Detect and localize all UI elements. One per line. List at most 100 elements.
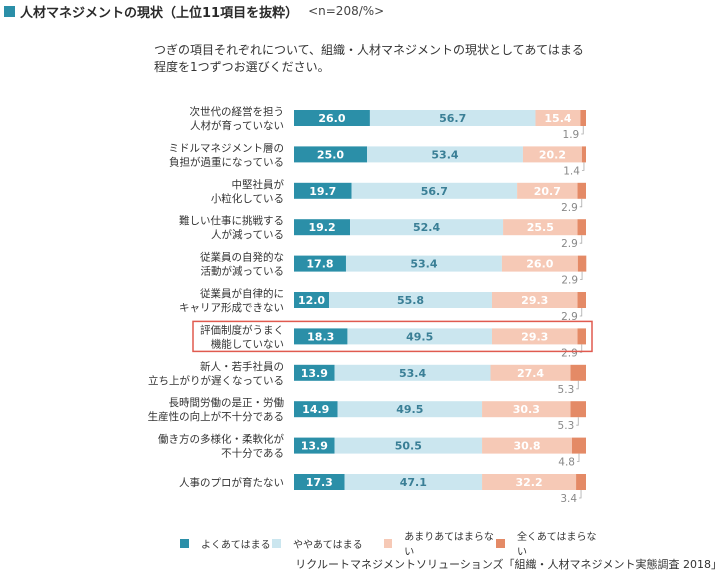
bar-segment-2 [351, 182, 518, 199]
leader-line [579, 344, 583, 353]
category-label: 従業員の自発的な活動が減っている [200, 251, 284, 278]
bar-segment-2 [347, 328, 492, 345]
bar-segment-4 [577, 255, 587, 272]
bar-segment-3 [522, 146, 582, 163]
leader-line [579, 198, 583, 208]
data-label: 53.4 [410, 258, 437, 271]
category-label: 中堅社員が小粒化している [211, 178, 285, 205]
question-text: つぎの項目それぞれについて、組織・人材マネジメントの現状としてあてはまる 程度を… [154, 42, 584, 76]
data-label: 14.9 [302, 403, 329, 416]
category-label: 働き方の多様化・柔軟化が不十分である [158, 433, 284, 460]
category-label-line: ミドルマネジメント層の [169, 142, 285, 154]
category-label-line: 立ち上がりが遅くなっている [148, 374, 284, 387]
category-label: ミドルマネジメント層の負担が過重になっている [169, 142, 285, 168]
legend-item: よくあてはまる [180, 528, 272, 558]
data-label-small: 1.9 [563, 129, 580, 141]
data-label-small: 2.9 [561, 311, 578, 323]
bar-segment-4 [577, 182, 586, 199]
bar-segment-1 [294, 182, 352, 199]
data-label: 12.0 [298, 294, 325, 307]
stacked-bar-chart: 次世代の経営を担う人材が育っていない 26.0 56.7 15.4 1.9 ミドルマネジメ… [148, 105, 593, 505]
data-label: 19.7 [309, 185, 336, 198]
category-label-line: 人材が育っていない [190, 119, 284, 132]
question-line-2: 程度を1つずつお選びください。 [154, 60, 330, 74]
data-label: 30.8 [513, 440, 540, 453]
category-label-line: 新人・若手社員の [200, 360, 284, 373]
data-label: 13.9 [301, 367, 328, 380]
leader-line [576, 380, 579, 390]
legend-label: あまりあてはまらない [404, 532, 494, 558]
bar-segment-3 [491, 292, 578, 308]
legend-label: よくあてはまる [201, 539, 271, 551]
bar-segment-1 [294, 437, 335, 454]
bar-segment-1 [294, 255, 346, 272]
bar-segment-1 [294, 292, 330, 308]
data-label: 29.3 [521, 330, 548, 343]
leader-line [576, 453, 580, 462]
legend-item: 全くあてはまらない [496, 528, 606, 558]
legend-item: ややあてはまる [272, 528, 384, 558]
data-label: 56.7 [439, 112, 466, 125]
data-label: 29.3 [521, 294, 548, 307]
legend-swatch [384, 538, 393, 548]
title-bar: 人材マネジメントの現状（上位11項目を抜粋） <n=208/%> [4, 2, 385, 21]
legend-item: あまりあてはまらない [384, 528, 496, 558]
bar-segment-4 [577, 219, 586, 236]
data-label-small: 2.9 [561, 347, 578, 359]
bar-segment-2 [337, 401, 483, 418]
data-label: 49.5 [396, 403, 423, 416]
data-label: 56.7 [421, 185, 448, 198]
leader-line [579, 308, 583, 317]
bar-segment-3 [503, 219, 578, 236]
legend-swatch [272, 538, 281, 548]
bar-segment-3 [491, 328, 578, 345]
data-label-small: 5.3 [558, 384, 575, 396]
bar-segment-2 [344, 474, 483, 490]
bar-segment-3 [482, 474, 577, 490]
data-label: 15.4 [544, 112, 571, 125]
bar-segment-3 [482, 437, 572, 454]
data-label: 53.4 [431, 148, 458, 161]
bar-segment-3 [501, 255, 578, 272]
data-label: 26.0 [526, 258, 553, 271]
bar-segment-2 [329, 292, 492, 308]
bar-segment-2 [350, 219, 504, 236]
leader-line [581, 126, 584, 135]
data-label-small: 5.3 [558, 420, 575, 432]
bar-segment-2 [345, 255, 502, 272]
data-label: 50.5 [395, 440, 422, 453]
data-label: 25.0 [317, 148, 344, 161]
legend-swatch [496, 538, 505, 548]
category-label-line: 次世代の経営を担う [190, 105, 285, 118]
category-label-line: 難しい仕事に挑戦する [179, 214, 284, 227]
bar-segment-1 [294, 146, 367, 163]
bar-segment-4 [577, 292, 586, 308]
source-note: リクルートマネジメントソリューションズ「組織・人材マネジメント実態調査 2018… [295, 558, 722, 571]
leader-line [580, 271, 583, 280]
chart-title: 人材マネジメントの現状（上位11項目を抜粋） [20, 5, 299, 21]
bar-segment-2 [367, 146, 523, 163]
leader-line [581, 162, 585, 171]
data-label-small: 1.4 [563, 165, 580, 177]
data-label: 47.1 [400, 476, 427, 489]
leader-line [576, 417, 579, 426]
bar-segment-1 [294, 474, 345, 490]
data-label-small: 2.9 [561, 202, 578, 214]
category-label-line: 評価制度がうまく [200, 323, 284, 336]
category-label: 従業員が自律的にキャリア形成できない [179, 287, 284, 314]
legend: よくあてはまる ややあてはまる あまりあてはまらない 全くあてはまらない [180, 528, 606, 558]
category-label-line: 長時間労働の是正・労働 [169, 396, 285, 409]
data-label: 20.7 [534, 185, 561, 198]
category-label: 難しい仕事に挑戦する人が減っている [179, 214, 284, 241]
legend-label: 全くあてはまらない [516, 532, 597, 558]
sample-size-note: <n=208/%> [308, 4, 385, 18]
data-label-small: 3.4 [560, 493, 577, 505]
category-label-line: 人事のプロが育たない [179, 476, 284, 489]
category-label: 人事のプロが育たない [179, 476, 284, 489]
title-square-icon [4, 5, 15, 17]
bar-segment-1 [294, 401, 338, 418]
bar-segment-2 [369, 110, 536, 126]
bar-segment-4 [571, 437, 586, 454]
category-label-line: 従業員が自律的に [200, 287, 284, 300]
data-label: 49.5 [406, 330, 433, 343]
